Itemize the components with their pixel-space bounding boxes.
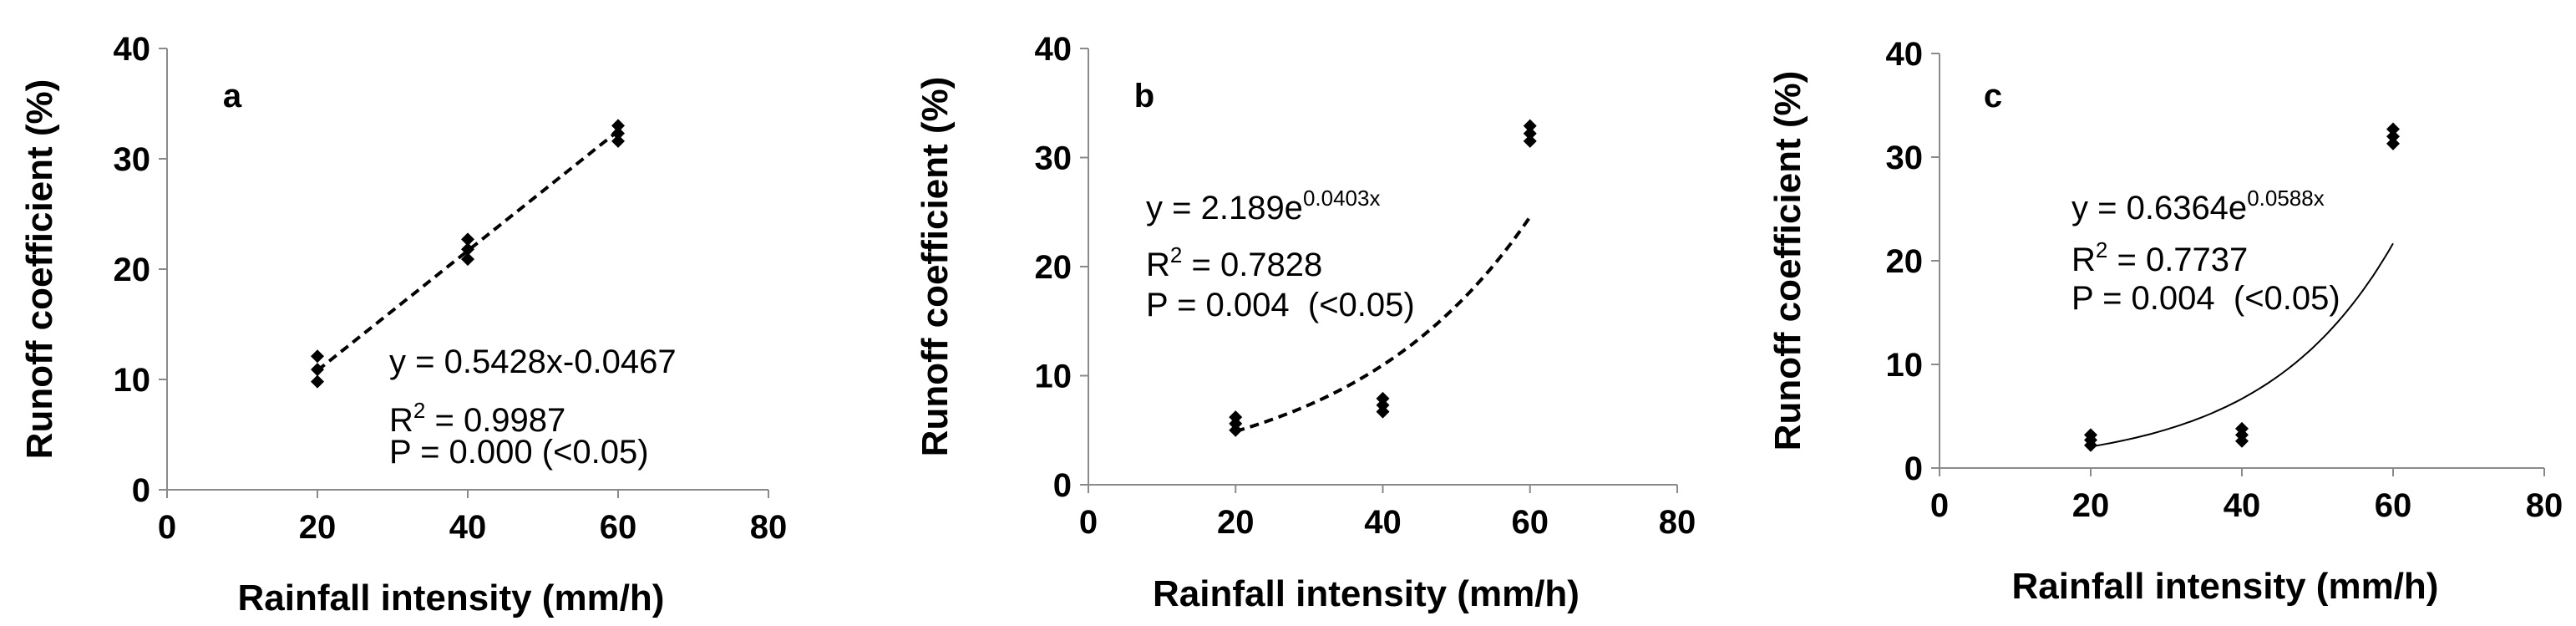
x-tick-label: 80	[750, 509, 788, 546]
x-tick-label: 0	[1930, 487, 1949, 524]
r-squared-value: = 0.7737	[2107, 242, 2248, 278]
r-squared-text: R2 = 0.7828	[1146, 242, 1322, 283]
panel-letter: a	[223, 78, 242, 115]
data-point	[461, 252, 474, 267]
x-tick-label: 80	[1659, 504, 1696, 541]
chart-panel-c: 0 10 20 30 40 0 20 40 60 80 Rainfall intensity (mm…	[1767, 36, 2563, 607]
x-tick-label: 80	[2526, 487, 2563, 524]
y-axis-title: Runoff coefficient (%)	[19, 79, 60, 460]
data-point	[461, 232, 474, 247]
x-axis-title: Rainfall intensity (mm/h)	[2012, 566, 2439, 607]
trendline	[316, 130, 620, 372]
data-point	[2084, 428, 2097, 442]
data-point	[1376, 391, 1390, 405]
y-axis-title: Runoff coefficient (%)	[915, 77, 956, 457]
y-tick-label: 0	[1904, 450, 1923, 487]
x-tick-label: 20	[299, 509, 337, 546]
trendline	[1235, 216, 1532, 433]
x-tick-label: 0	[158, 509, 176, 546]
data-point	[2386, 136, 2400, 150]
equation-exponent: 0.0403x	[1303, 186, 1381, 211]
x-axis-title: Rainfall intensity (mm/h)	[1153, 573, 1580, 614]
equation-text: y = 2.189e0.0403x	[1146, 186, 1380, 226]
equation-main: y = 0.5428x-0.0467	[389, 344, 677, 380]
y-tick-label: 10	[114, 362, 151, 399]
y-tick-label: 30	[114, 141, 151, 178]
x-tick-label: 20	[1217, 504, 1255, 541]
data-point	[611, 134, 625, 148]
equation-main: y = 2.189e	[1146, 190, 1303, 226]
y-tick-label: 10	[1886, 347, 1924, 384]
data-point	[2386, 130, 2400, 144]
data-point	[2235, 421, 2249, 435]
r-squared-text: R2 = 0.7737	[2071, 237, 2248, 278]
equation-exponent: 0.0588x	[2247, 186, 2325, 211]
r-squared-symbol: R	[389, 402, 413, 439]
r-squared-exponent: 2	[2096, 237, 2107, 262]
panel-letter: b	[1134, 78, 1154, 115]
r-squared-exponent: 2	[413, 398, 425, 423]
r-squared-value: = 0.7828	[1182, 247, 1322, 283]
r-squared-symbol: R	[1146, 247, 1170, 283]
y-tick-label: 20	[1035, 249, 1072, 286]
equation-text: y = 0.5428x-0.0467	[389, 344, 677, 380]
data-point	[611, 119, 625, 133]
p-value-text: P = 0.004 (<0.05)	[1146, 287, 1415, 323]
y-axis-title: Runoff coefficient (%)	[1767, 71, 1808, 451]
data-point	[311, 374, 324, 389]
y-tick-label: 40	[1886, 36, 1924, 73]
y-tick-label: 20	[1886, 243, 1924, 280]
y-tick-label: 30	[1035, 140, 1072, 177]
data-point	[1229, 410, 1243, 425]
equation-text: y = 0.6364e0.0588x	[2071, 186, 2325, 226]
data-point	[2386, 122, 2400, 136]
data-point	[461, 242, 474, 257]
x-tick-label: 60	[600, 509, 637, 546]
x-tick-label: 60	[2375, 487, 2412, 524]
p-value-text: P = 0.000 (<0.05)	[389, 434, 649, 471]
r-squared-exponent: 2	[1170, 242, 1182, 267]
y-tick-label: 0	[1053, 467, 1072, 504]
r-squared-value: = 0.9987	[425, 402, 565, 439]
x-tick-label: 0	[1079, 504, 1098, 541]
trendline	[2090, 242, 2394, 448]
x-tick-label: 40	[1364, 504, 1402, 541]
y-tick-label: 10	[1035, 359, 1072, 395]
p-value-text: P = 0.004 (<0.05)	[2071, 280, 2340, 317]
equation-main: y = 0.6364e	[2071, 190, 2247, 226]
x-tick-label: 40	[449, 509, 487, 546]
x-tick-label: 20	[2072, 487, 2110, 524]
y-tick-label: 0	[132, 472, 150, 509]
r-squared-symbol: R	[2071, 242, 2096, 278]
r-squared-text: R2 = 0.9987	[389, 398, 565, 439]
y-tick-label: 20	[114, 252, 151, 288]
x-tick-label: 60	[1512, 504, 1549, 541]
data-point	[1523, 126, 1537, 140]
data-point	[1523, 119, 1537, 133]
x-tick-label: 40	[2224, 487, 2261, 524]
y-tick-label: 40	[114, 31, 151, 68]
data-point	[311, 363, 324, 377]
y-tick-label: 40	[1035, 31, 1072, 68]
y-tick-label: 30	[1886, 140, 1924, 176]
panel-letter: c	[1984, 78, 2002, 115]
data-point	[611, 126, 625, 140]
chart-panel-a: 0 10 20 30 40 0 20 40 60 80 Rainfall intensity (mm…	[19, 31, 787, 618]
x-axis-title: Rainfall intensity (mm/h)	[238, 578, 665, 618]
data-point	[1523, 134, 1537, 148]
data-point	[311, 349, 324, 364]
chart-panel-b: 0 10 20 30 40 0 20 40 60 80 Rainfall intensity (mm…	[915, 31, 1696, 614]
